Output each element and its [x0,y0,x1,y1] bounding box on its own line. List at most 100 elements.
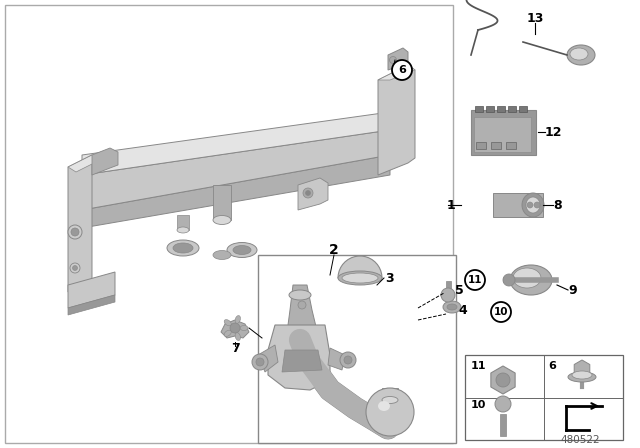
Circle shape [71,228,79,236]
Text: 10: 10 [493,307,508,317]
Bar [475,106,483,112]
Ellipse shape [289,290,311,300]
Ellipse shape [447,304,457,310]
Bar [506,142,516,149]
Text: 9: 9 [568,284,577,297]
Polygon shape [328,348,345,370]
Circle shape [298,301,306,309]
Ellipse shape [510,265,552,295]
Ellipse shape [213,250,231,259]
Circle shape [390,56,397,64]
Circle shape [303,188,313,198]
Text: 11: 11 [471,361,486,371]
Bar [445,281,451,295]
Bar [508,106,516,112]
Text: 3: 3 [385,271,394,284]
Text: 480522: 480522 [560,435,600,445]
Polygon shape [282,350,322,372]
Circle shape [503,274,515,286]
Ellipse shape [443,301,461,313]
Circle shape [70,263,80,273]
Bar [491,142,501,149]
Polygon shape [258,345,278,372]
Circle shape [527,202,533,208]
Circle shape [392,60,412,80]
Ellipse shape [233,246,251,254]
Text: 2: 2 [329,243,339,257]
Circle shape [465,270,485,290]
Ellipse shape [240,326,248,331]
Circle shape [72,266,77,271]
Ellipse shape [338,271,382,285]
Polygon shape [338,256,382,278]
Ellipse shape [378,401,390,411]
Ellipse shape [235,333,241,340]
Ellipse shape [382,396,398,404]
Polygon shape [82,155,390,228]
Bar [258,255,456,443]
Bar [519,106,527,112]
Polygon shape [92,148,118,175]
Text: 13: 13 [526,12,544,25]
Ellipse shape [213,215,231,224]
Text: 5: 5 [455,284,464,297]
Circle shape [305,190,310,195]
Ellipse shape [167,240,199,256]
Ellipse shape [568,372,596,382]
Circle shape [344,356,352,364]
Bar [382,388,398,400]
Circle shape [256,358,264,366]
Bar [465,355,623,440]
Text: 6: 6 [398,65,406,75]
Bar [5,5,453,443]
Ellipse shape [570,48,588,60]
Polygon shape [388,48,408,70]
Ellipse shape [177,227,189,233]
Text: 8: 8 [553,198,562,211]
Circle shape [68,225,82,239]
Circle shape [534,202,540,208]
Bar [471,110,536,155]
Polygon shape [68,272,115,308]
Polygon shape [82,112,390,175]
Ellipse shape [342,273,378,283]
Polygon shape [298,178,328,210]
Circle shape [230,323,240,333]
Polygon shape [68,295,115,315]
Polygon shape [221,320,249,338]
Text: 7: 7 [230,341,239,354]
Text: 11: 11 [468,275,483,285]
Ellipse shape [522,193,544,217]
Polygon shape [288,285,318,345]
Ellipse shape [227,242,257,258]
Polygon shape [268,325,330,390]
Text: 1: 1 [447,198,456,211]
Ellipse shape [224,330,231,336]
Circle shape [496,373,510,387]
Bar [474,117,531,152]
Bar [486,106,494,112]
Bar [213,185,231,220]
Ellipse shape [235,315,241,323]
Bar [493,193,543,217]
Bar [177,215,189,230]
Ellipse shape [572,371,592,379]
Ellipse shape [513,268,541,288]
Text: 6: 6 [548,361,556,371]
Text: 10: 10 [471,400,486,410]
Polygon shape [82,130,390,210]
Circle shape [340,352,356,368]
Ellipse shape [224,319,231,326]
Ellipse shape [173,243,193,253]
Circle shape [441,288,455,302]
Bar [476,142,486,149]
Bar [497,106,505,112]
Polygon shape [378,65,415,175]
Text: 4: 4 [458,303,467,316]
Polygon shape [378,65,415,80]
Text: 12: 12 [545,125,563,138]
Circle shape [252,354,268,370]
Ellipse shape [567,45,595,65]
Circle shape [495,396,511,412]
Bar [500,414,506,436]
